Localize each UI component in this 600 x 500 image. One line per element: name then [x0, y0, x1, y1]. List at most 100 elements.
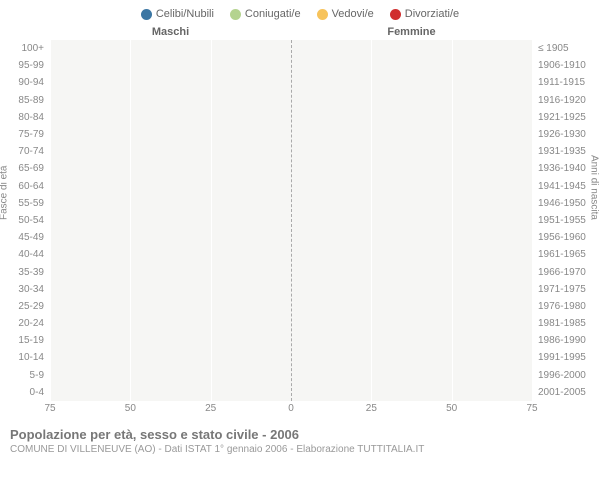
x-tick: 25: [205, 403, 216, 414]
age-label: 90-94: [10, 77, 50, 88]
male-side: [50, 349, 291, 366]
pyramid-row: 65-69 1936-1940: [10, 160, 590, 177]
age-label: 10-14: [10, 352, 50, 363]
male-side: [50, 315, 291, 332]
year-label: 1941-1945: [532, 181, 590, 192]
pyramid-row: 60-64 1941-1945: [10, 178, 590, 195]
pyramid-row: 25-291976-1980: [10, 298, 590, 315]
pyramid-row: 35-39 1966-1970: [10, 263, 590, 280]
age-label: 95-99: [10, 60, 50, 71]
female-side: [291, 229, 532, 246]
female-side: [291, 178, 532, 195]
year-label: 1911-1915: [532, 77, 590, 88]
pyramid-row: 75-791926-1930: [10, 126, 590, 143]
year-label: 1951-1955: [532, 215, 590, 226]
pyramid-row: 55-59 1946-1950: [10, 195, 590, 212]
male-side: [50, 384, 291, 401]
male-side: [50, 109, 291, 126]
age-label: 75-79: [10, 129, 50, 140]
age-label: 85-89: [10, 95, 50, 106]
year-label: 1961-1965: [532, 249, 590, 260]
footer: Popolazione per età, sesso e stato civil…: [10, 427, 590, 455]
y-label-right: Anni di nascita: [589, 155, 600, 220]
pyramid-row: 70-741931-1935: [10, 143, 590, 160]
female-side: [291, 332, 532, 349]
age-label: 70-74: [10, 146, 50, 157]
legend-swatch: [317, 9, 328, 20]
male-side: [50, 246, 291, 263]
pyramid-chart: Fasce di età Anni di nascita 100+≤ 19059…: [10, 40, 590, 401]
year-label: 1971-1975: [532, 284, 590, 295]
year-label: 1921-1925: [532, 112, 590, 123]
legend-label: Coniugati/e: [245, 8, 301, 20]
header-male: Maschi: [50, 26, 291, 38]
year-label: 1966-1970: [532, 267, 590, 278]
age-label: 35-39: [10, 267, 50, 278]
pyramid-row: 90-94 1911-1915: [10, 74, 590, 91]
legend-swatch: [390, 9, 401, 20]
female-side: [291, 143, 532, 160]
x-tick: 25: [366, 403, 377, 414]
female-side: [291, 281, 532, 298]
pyramid-row: 5-91996-2000: [10, 367, 590, 384]
female-side: [291, 92, 532, 109]
column-headers: Maschi Femmine: [10, 26, 590, 38]
pyramid-row: 45-49 1956-1960: [10, 229, 590, 246]
age-label: 25-29: [10, 301, 50, 312]
header-female: Femmine: [291, 26, 532, 38]
female-side: [291, 367, 532, 384]
year-label: 1956-1960: [532, 232, 590, 243]
age-label: 20-24: [10, 318, 50, 329]
year-label: ≤ 1905: [532, 43, 590, 54]
age-label: 55-59: [10, 198, 50, 209]
legend-item: Celibi/Nubili: [141, 8, 214, 20]
year-label: 1991-1995: [532, 352, 590, 363]
year-label: 1986-1990: [532, 335, 590, 346]
male-side: [50, 332, 291, 349]
age-label: 65-69: [10, 163, 50, 174]
age-label: 5-9: [10, 370, 50, 381]
pyramid-row: 10-14 1991-1995: [10, 349, 590, 366]
legend-swatch: [230, 9, 241, 20]
x-tick: 50: [125, 403, 136, 414]
female-side: [291, 298, 532, 315]
pyramid-row: 20-241981-1985: [10, 315, 590, 332]
pyramid-row: 85-89 1916-1920: [10, 92, 590, 109]
age-label: 50-54: [10, 215, 50, 226]
chart-title: Popolazione per età, sesso e stato civil…: [10, 427, 590, 442]
x-tick: 75: [526, 403, 537, 414]
male-side: [50, 126, 291, 143]
year-label: 1916-1920: [532, 95, 590, 106]
age-label: 0-4: [10, 387, 50, 398]
age-label: 40-44: [10, 249, 50, 260]
age-label: 60-64: [10, 181, 50, 192]
legend: Celibi/NubiliConiugati/eVedovi/eDivorzia…: [10, 8, 590, 20]
x-tick: 75: [44, 403, 55, 414]
female-side: [291, 246, 532, 263]
age-label: 80-84: [10, 112, 50, 123]
legend-label: Vedovi/e: [332, 8, 374, 20]
year-label: 2001-2005: [532, 387, 590, 398]
pyramid-row: 50-54 1951-1955: [10, 212, 590, 229]
male-side: [50, 367, 291, 384]
female-side: [291, 109, 532, 126]
age-label: 45-49: [10, 232, 50, 243]
x-tick: 0: [288, 403, 294, 414]
male-side: [50, 195, 291, 212]
male-side: [50, 263, 291, 280]
year-label: 1946-1950: [532, 198, 590, 209]
age-label: 100+: [10, 43, 50, 54]
pyramid-row: 30-34 1971-1975: [10, 281, 590, 298]
legend-item: Vedovi/e: [317, 8, 374, 20]
female-side: [291, 126, 532, 143]
female-side: [291, 212, 532, 229]
male-side: [50, 57, 291, 74]
female-side: [291, 384, 532, 401]
legend-label: Celibi/Nubili: [156, 8, 214, 20]
female-side: [291, 315, 532, 332]
pyramid-row: 40-44 1961-1965: [10, 246, 590, 263]
year-label: 1936-1940: [532, 163, 590, 174]
male-side: [50, 281, 291, 298]
y-label-left: Fasce di età: [0, 166, 10, 220]
age-label: 30-34: [10, 284, 50, 295]
